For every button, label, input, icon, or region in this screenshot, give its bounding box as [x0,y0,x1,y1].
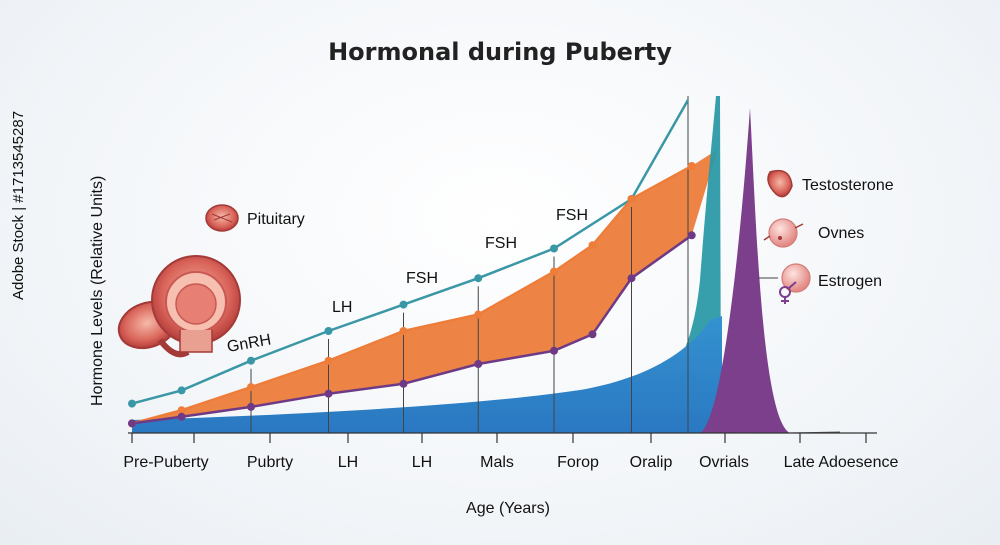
x-tick-label: LH [338,454,358,471]
testosterone-icon [767,169,793,198]
x-tick-label: LH [412,454,432,471]
series-point [627,195,636,203]
series-point [177,386,186,395]
chart-title: Hormonal during Puberty [328,38,672,66]
x-tick-label: Mals [480,454,514,471]
x-tick-label: Late Adoesence [784,454,899,471]
series-point [550,244,558,253]
watermark: Adobe Stock | #1713545287 [10,110,27,300]
legend-label-pituitary: Pituitary [247,211,305,228]
series-points [128,162,696,428]
series-point [399,379,408,388]
estrogen-icon [779,263,811,304]
series-point [474,310,483,319]
series-point [399,300,408,309]
legend-item-ovnes: Ovnes [763,218,864,248]
legend-label-testosterone: Testosterone [802,177,894,194]
ovary-icon [763,218,804,248]
series-point [247,402,255,411]
x-tick-label: Oralip [630,454,673,471]
series-point [324,389,333,398]
pituitary-icon [205,204,239,232]
series-point [399,327,408,335]
series-point [687,231,696,240]
series-point [128,399,136,408]
legend-item-pituitary: Pituitary [205,204,305,232]
x-tick-label: Pre-Puberty [123,454,208,471]
series-point [588,241,597,250]
pituitary-gland-illustration [117,255,241,358]
annotation-fsh-2: FSH [485,235,517,252]
drop-lines [250,96,689,433]
series-point [128,419,136,428]
blue-area [132,316,722,433]
series-point [247,356,255,365]
legend-item-testosterone: Testosterone [767,169,894,198]
series-point [687,162,696,170]
x-axis-label: Age (Years) [466,500,550,517]
series-point [550,267,558,276]
legend-item-estrogen: Estrogen [758,263,882,304]
series-point [474,360,483,368]
series-point [550,346,558,355]
annotation-fsh-1: FSH [406,270,438,287]
annotation-fsh-3: FSH [556,207,588,224]
series-point [588,330,597,339]
series-point [324,356,333,365]
x-tick-label: Ovrials [699,454,749,471]
series-line-1 [131,164,693,425]
filled-areas [132,96,841,434]
y-axis-label: Hormone Levels (Relative Units) [89,176,106,406]
legend-label-estrogen: Estrogen [818,273,882,290]
series-point [627,274,636,283]
series-point [177,406,186,415]
series-point [177,412,186,421]
series-point [324,327,333,335]
orange-band-area [132,149,718,424]
x-tick-label: Forop [557,454,599,471]
purple-peak-area [700,108,790,433]
series-point [474,274,483,283]
annotation-lh: LH [332,299,352,316]
legend-label-ovnes: Ovnes [818,225,864,242]
series-line-2 [131,234,693,425]
series-point [247,383,255,392]
annotation-gnrh: GnRH [226,331,273,355]
x-tick-label: Pubrty [247,454,293,471]
x-axis-ticks: Pre-Puberty Pubrty LH LH Mals Forop Oralip Ovri… [123,433,898,471]
